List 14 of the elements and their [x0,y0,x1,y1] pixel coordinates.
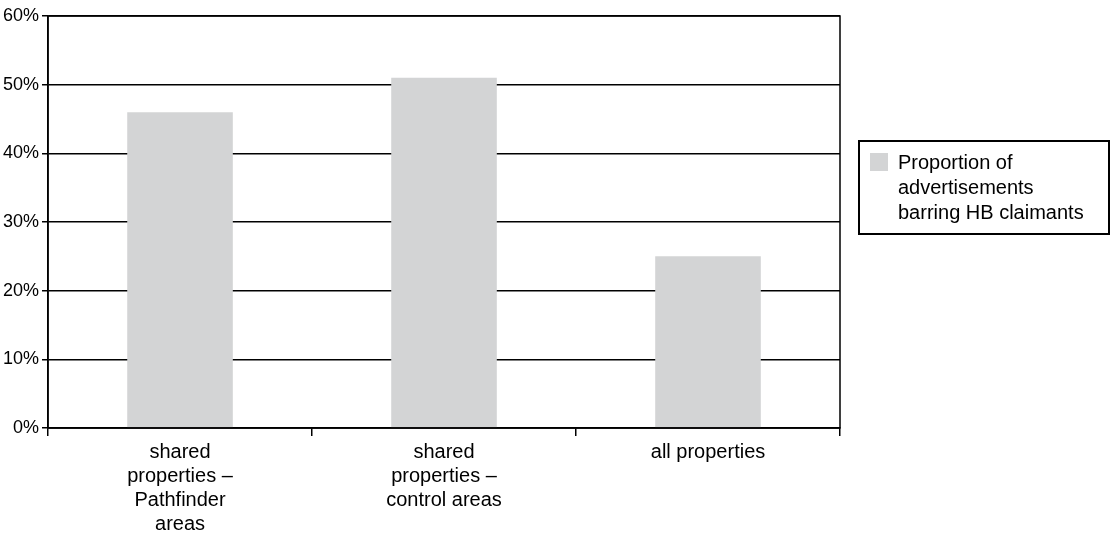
bar [655,256,761,428]
bar [391,77,497,428]
x-tick-label: shared properties – control areas [386,439,502,510]
legend-label: Proportion of advertisements barring HB claimants [898,150,1085,225]
y-tick-label: 40% [3,142,40,163]
y-tick-label: 0% [13,416,40,437]
bar [127,112,233,428]
y-tick-label: 30% [3,210,40,231]
y-tick-label: 50% [3,73,40,94]
x-tick-label: all properties [650,439,766,462]
y-tick-label: 20% [3,279,40,300]
y-tick-label: 10% [3,348,40,369]
y-tick-label: 60% [3,4,40,25]
x-tick-label: shared properties – Pathfinder areas [127,439,234,534]
